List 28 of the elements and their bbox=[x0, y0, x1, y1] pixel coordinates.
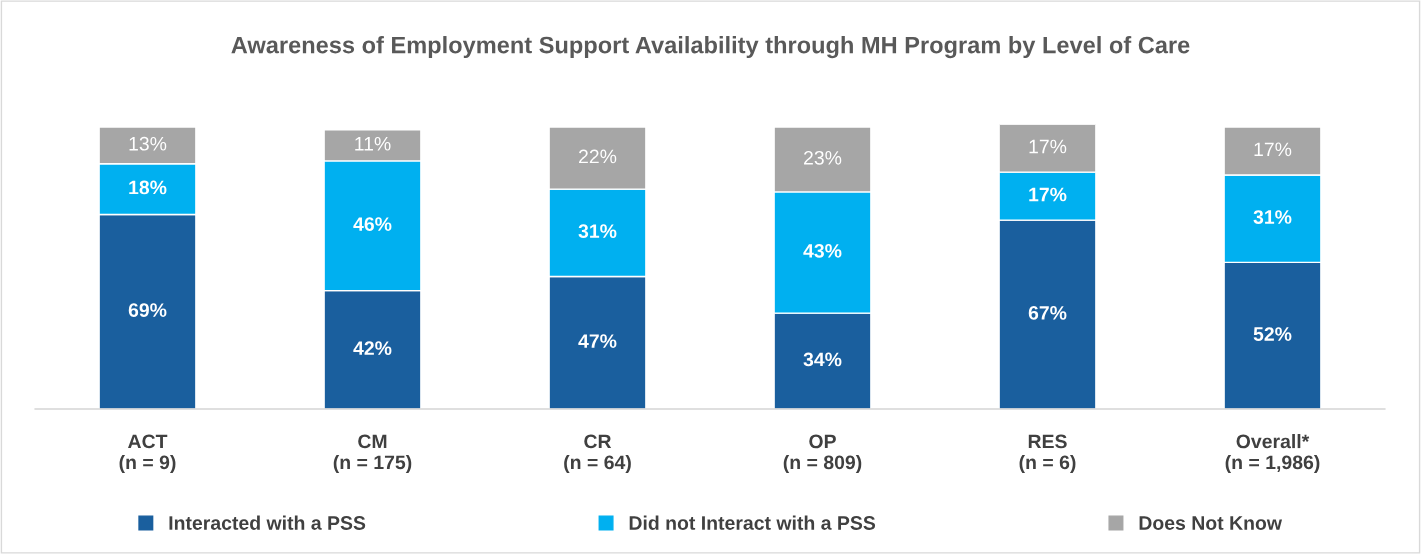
data-label: 47% bbox=[578, 334, 617, 348]
data-label: 18% bbox=[129, 180, 167, 195]
x-tick-label: Overall* (n = 1,986) bbox=[1225, 434, 1320, 474]
data-label: 17% bbox=[1029, 139, 1067, 154]
legend-label: Does Not Know bbox=[1139, 516, 1283, 530]
data-label: 31% bbox=[1253, 210, 1292, 224]
x-tick-label: CM (n = 175) bbox=[333, 434, 412, 474]
x-tick-label: ACT (n = 9) bbox=[119, 434, 176, 474]
legend-label: Did not Interact with a PSS bbox=[629, 515, 876, 530]
data-label: 42% bbox=[353, 341, 392, 355]
data-label: 67% bbox=[1028, 306, 1067, 320]
data-label: 22% bbox=[579, 149, 617, 164]
data-label: 17% bbox=[1254, 142, 1292, 157]
x-tick-label: RES (n = 6) bbox=[1019, 434, 1076, 474]
data-label: 46% bbox=[353, 217, 392, 231]
x-tick-label: CR (n = 64) bbox=[564, 434, 631, 474]
data-label: 31% bbox=[578, 224, 617, 239]
data-label: 43% bbox=[803, 243, 842, 258]
x-tick-label: OP (n = 809) bbox=[783, 434, 862, 474]
data-label: 23% bbox=[804, 150, 842, 165]
data-label: 34% bbox=[803, 352, 842, 367]
data-label: 52% bbox=[1253, 327, 1292, 341]
data-label: 11% bbox=[355, 136, 391, 151]
data-label: 17% bbox=[1029, 187, 1067, 202]
data-label: 13% bbox=[129, 136, 167, 151]
chart-title: Awareness of Employment Support Availability through MH Program by Level of Care bbox=[231, 36, 1190, 59]
data-label: 69% bbox=[128, 303, 167, 317]
legend-label: Interacted with a PSS bbox=[169, 515, 366, 530]
